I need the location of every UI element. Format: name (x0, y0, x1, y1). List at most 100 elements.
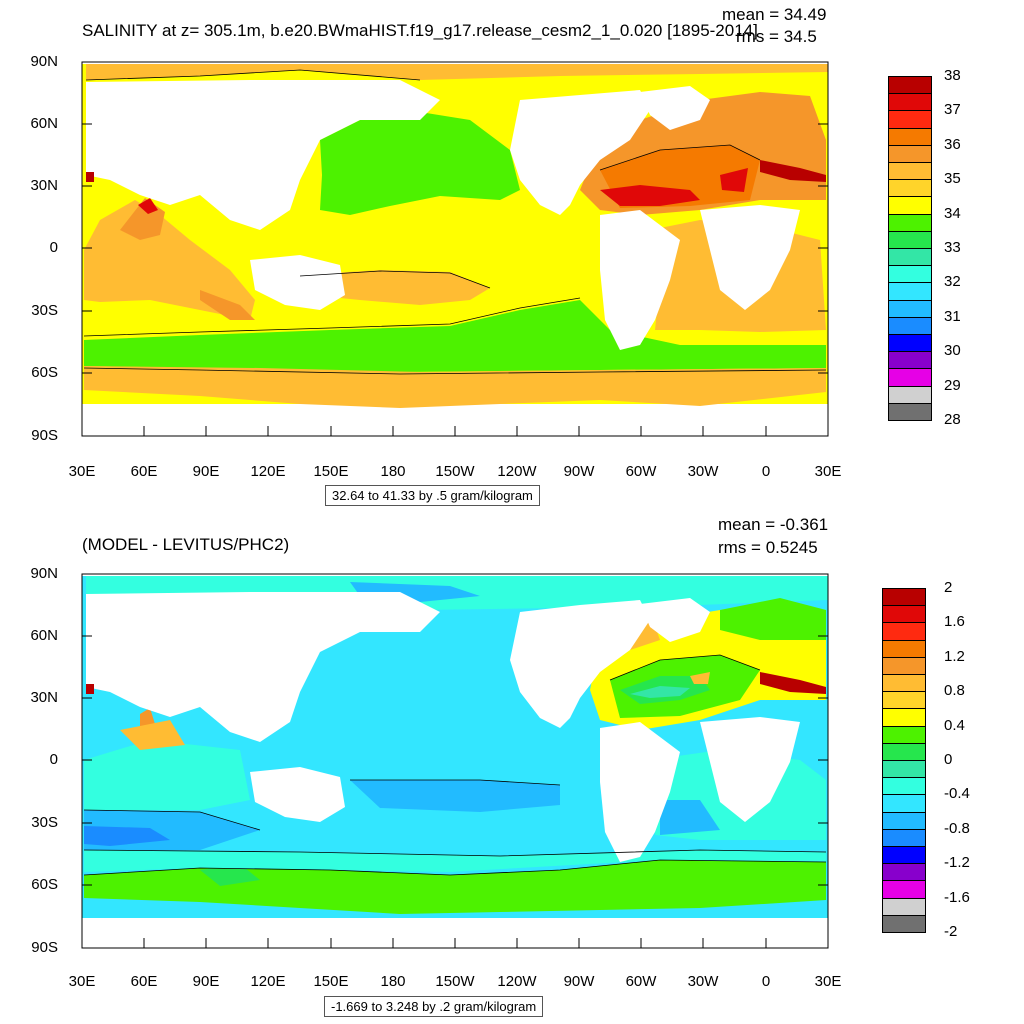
southern-ocean-low-salinity (84, 300, 826, 372)
salinity-field-base (82, 64, 828, 404)
colorbar-swatch (888, 334, 932, 353)
colorbar-swatch (888, 213, 932, 232)
colorbar-swatch (882, 897, 926, 916)
panel2-title: (MODEL - LEVITUS/PHC2) (82, 535, 290, 554)
lat-label: 30S (31, 814, 58, 831)
lat-label: 60N (30, 115, 58, 132)
panel2-colorbar: 2 1.6 1.2 0.8 0.4 0 -0.4 -0.8 -1.2 -1.6 -2 (882, 580, 1008, 940)
indian-ocean-region (84, 200, 255, 320)
colorbar-label: -1.6 (944, 888, 970, 906)
colorbar-swatch (882, 777, 926, 796)
lat-label: 30S (31, 302, 58, 319)
lon-label: 90E (192, 463, 220, 480)
difference-field-base (82, 576, 828, 918)
lon-label: 90E (192, 973, 220, 990)
colorbar-swatch (882, 880, 926, 899)
lon-label: 120E (250, 463, 286, 480)
lat-label: 90S (31, 939, 58, 956)
colorbar-swatch (882, 656, 926, 675)
lon-label: 30E (814, 973, 842, 990)
lon-label: 30E (68, 463, 96, 480)
colorbar-swatch (882, 605, 926, 624)
colorbar-label: 30 (944, 342, 961, 360)
colorbar-label: 1.6 (944, 613, 965, 631)
colorbar-swatch (888, 368, 932, 387)
colorbar-swatch (888, 265, 932, 284)
lon-label: 30W (687, 463, 719, 480)
lat-label: 30N (30, 177, 58, 194)
lon-label: 120W (497, 973, 537, 990)
colorbar-label: 36 (944, 135, 961, 153)
lon-label: 60E (130, 463, 158, 480)
colorbar-swatch (888, 402, 932, 421)
colorbar-swatch (888, 196, 932, 215)
colorbar-label: -2 (944, 923, 958, 940)
lon-label: 30W (687, 973, 719, 990)
colorbar-swatch (882, 828, 926, 847)
lat-label: 0 (49, 751, 58, 768)
panel2-mean: mean = -0.361 (718, 515, 829, 534)
panel2-rms: rms = 0.5245 (718, 538, 818, 557)
colorbar-label: -1.2 (944, 854, 970, 872)
lon-label: 60W (625, 973, 657, 990)
lon-label: 60W (625, 463, 657, 480)
lon-label: 30E (814, 463, 842, 480)
panel2-contour-info: -1.669 to 3.248 by .2 gram/kilogram (324, 996, 544, 1017)
colorbar-label: -0.8 (944, 819, 970, 837)
colorbar-swatch (888, 316, 932, 335)
panel1-colorbar: 38 37 36 35 34 33 32 31 30 29 28 (888, 68, 1008, 428)
arctic-region (86, 64, 828, 80)
lat-label: 90N (30, 565, 58, 582)
colorbar-swatch (882, 639, 926, 658)
lat-label: 60N (30, 627, 58, 644)
lon-label: 180 (380, 973, 406, 990)
colorbar-label: 1.2 (944, 647, 965, 665)
lat-label: 30N (30, 689, 58, 706)
lon-label: 150E (313, 973, 349, 990)
colorbar-swatch (882, 588, 926, 607)
colorbar-label: -0.4 (944, 785, 970, 803)
north-pacific-low-salinity (320, 112, 520, 215)
colorbar-swatch (882, 725, 926, 744)
lat-label: 90S (31, 427, 58, 444)
lon-label: 60E (130, 973, 158, 990)
south-pacific-high-salinity (300, 270, 490, 305)
panel1-contour-info: 32.64 to 41.33 by .5 gram/kilogram (325, 485, 540, 506)
land-masses-top (86, 80, 800, 350)
lon-label: 150E (313, 463, 349, 480)
north-atlantic-region (580, 92, 826, 215)
lon-label: 150W (435, 463, 475, 480)
colorbar-label: 38 (944, 67, 961, 84)
panel1-mean: mean = 34.49 (722, 5, 827, 24)
panel1-title: SALINITY at z= 305.1m, b.e20.BWmaHIST.f1… (82, 21, 758, 40)
south-atlantic-region (650, 220, 826, 332)
colorbar-swatch (888, 110, 932, 129)
colorbar-label: 0 (944, 751, 953, 768)
lon-label: 90W (563, 463, 595, 480)
antarctic-region (84, 366, 826, 408)
colorbar-label: 37 (944, 101, 961, 119)
colorbar-swatch (882, 914, 926, 933)
colorbar-swatch (888, 385, 932, 404)
colorbar-label: 28 (944, 411, 961, 428)
colorbar-swatch (888, 162, 932, 181)
colorbar-label: 0.8 (944, 682, 965, 700)
land-masses-bottom (86, 592, 800, 862)
colorbar-label: 29 (944, 376, 961, 394)
lon-label: 120W (497, 463, 537, 480)
lon-label: 120E (250, 973, 286, 990)
colorbar-label: 34 (944, 204, 961, 222)
lat-label: 60S (31, 876, 58, 893)
colorbar-label: 31 (944, 307, 961, 325)
lat-label: 90N (30, 53, 58, 70)
lat-label: 0 (49, 239, 58, 256)
colorbar-label: 32 (944, 273, 961, 291)
colorbar-swatch (888, 299, 932, 318)
colorbar-swatch (888, 351, 932, 370)
colorbar-swatch (882, 674, 926, 693)
colorbar-swatch (882, 794, 926, 813)
colorbar-swatch (888, 76, 932, 95)
colorbar-swatch (882, 708, 926, 727)
